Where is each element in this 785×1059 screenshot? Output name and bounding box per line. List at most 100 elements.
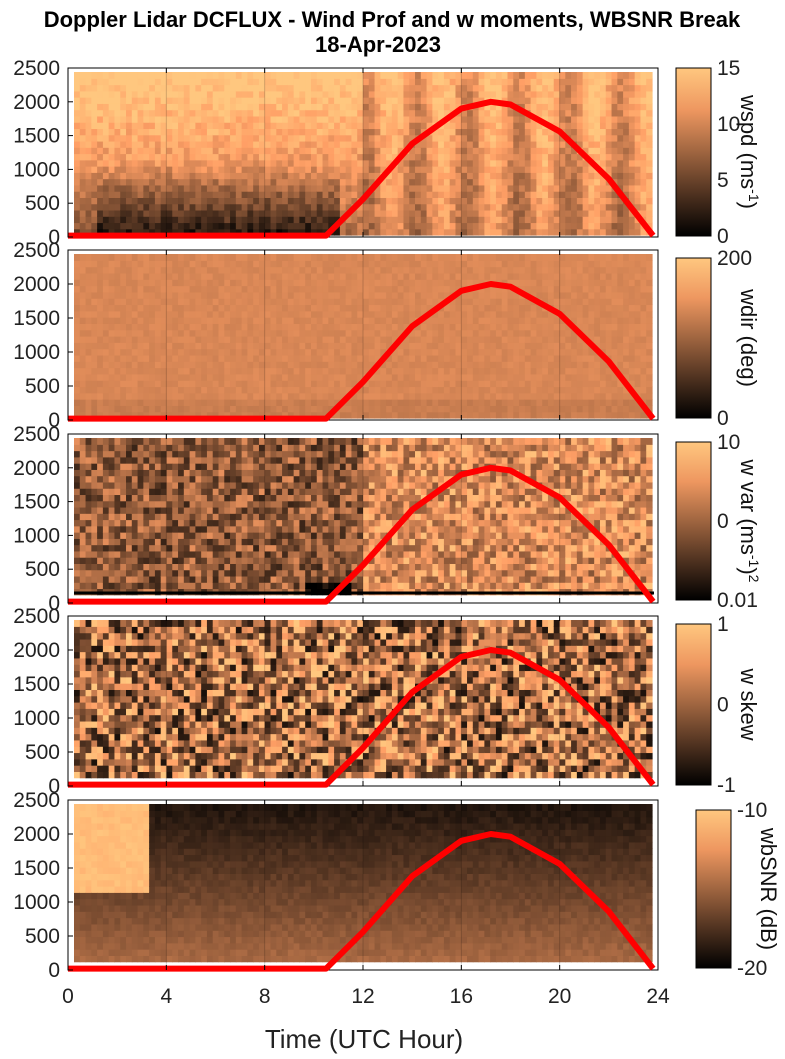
heatmap-cell — [310, 304, 318, 312]
heatmap-cell — [345, 399, 353, 406]
heatmap-cell — [576, 354, 584, 362]
heatmap-cell — [634, 184, 642, 192]
heatmap-cell — [501, 178, 509, 186]
heatmap-cell — [316, 203, 324, 211]
heatmap-cell — [120, 323, 127, 331]
heatmap-cell — [126, 310, 133, 318]
heatmap-cell — [386, 399, 393, 406]
heatmap-cell — [351, 197, 358, 205]
heatmap-cell — [149, 260, 156, 268]
heatmap-cell — [108, 354, 116, 362]
heatmap-cell — [513, 260, 520, 268]
heatmap-cell — [310, 172, 318, 180]
heatmap-cell — [363, 222, 370, 230]
heatmap-cell — [102, 386, 110, 394]
heatmap-cell — [79, 122, 87, 130]
heatmap-cell — [310, 209, 318, 217]
heatmap-cell — [212, 90, 220, 98]
heatmap-cell — [363, 90, 370, 98]
heatmap-cell — [91, 178, 98, 186]
heatmap-cell — [467, 354, 474, 362]
heatmap-cell — [230, 209, 237, 217]
heatmap-cell — [85, 209, 92, 217]
heatmap-cell — [403, 285, 410, 293]
heatmap-cell — [339, 72, 347, 79]
heatmap-cell — [432, 373, 439, 381]
heatmap-cell — [178, 209, 185, 217]
heatmap-cell — [374, 411, 381, 419]
heatmap-cell — [576, 191, 584, 198]
heatmap-cell — [108, 90, 116, 98]
heatmap-cell — [201, 178, 208, 186]
heatmap-cell — [368, 342, 376, 350]
heatmap-cell — [484, 266, 491, 274]
heatmap-cell — [183, 392, 191, 400]
heatmap-cell — [565, 367, 572, 375]
heatmap-cell — [201, 147, 208, 155]
heatmap-cell — [363, 279, 370, 287]
heatmap-cell — [524, 140, 532, 148]
heatmap-cell — [605, 184, 613, 192]
heatmap-cell — [126, 72, 133, 79]
heatmap-cell — [201, 329, 208, 337]
heatmap-cell — [438, 266, 445, 274]
heatmap-cell — [386, 323, 393, 331]
heatmap-cell — [542, 134, 549, 142]
heatmap-cell — [166, 329, 173, 337]
heatmap-cell — [305, 184, 312, 192]
heatmap-cell — [166, 84, 173, 92]
heatmap-cell — [432, 97, 439, 104]
heatmap-cell — [403, 291, 410, 299]
heatmap-cell — [409, 78, 416, 86]
heatmap-cell — [270, 254, 277, 261]
heatmap-cell — [85, 367, 92, 375]
heatmap-cell — [368, 90, 376, 98]
heatmap-cell — [235, 354, 243, 362]
heatmap-cell — [547, 392, 555, 400]
heatmap-cell — [270, 115, 277, 123]
heatmap-cell — [467, 254, 474, 261]
heatmap-cell — [154, 304, 162, 312]
heatmap-cell — [501, 166, 509, 173]
heatmap-cell — [183, 310, 191, 318]
heatmap-cell — [334, 266, 341, 274]
heatmap-cell — [357, 109, 364, 117]
heatmap-cell — [443, 386, 451, 394]
heatmap-cell — [143, 373, 150, 381]
heatmap-cell — [542, 399, 549, 406]
heatmap-cell — [206, 122, 214, 130]
heatmap-cell — [206, 380, 214, 388]
heatmap-cell — [108, 291, 116, 299]
heatmap-cell — [178, 122, 185, 130]
heatmap-cell — [501, 184, 509, 192]
heatmap-cell — [172, 329, 179, 337]
heatmap-cell — [120, 367, 127, 375]
heatmap-cell — [455, 166, 462, 173]
heatmap-cell — [97, 386, 104, 394]
heatmap-cell — [108, 298, 116, 306]
heatmap-cell — [363, 367, 370, 375]
heatmap-cell — [438, 373, 445, 381]
heatmap-cell — [386, 272, 393, 280]
heatmap-cell — [218, 184, 225, 192]
heatmap-cell — [305, 172, 312, 180]
heatmap-cell — [322, 159, 329, 167]
heatmap-cell — [195, 203, 202, 211]
heatmap-cell — [247, 78, 254, 86]
heatmap-cell — [588, 380, 595, 388]
heatmap-cell — [305, 254, 312, 261]
heatmap-cell — [403, 78, 410, 86]
heatmap-cell — [374, 354, 381, 362]
heatmap-cell — [571, 197, 578, 205]
heatmap-cell — [310, 166, 318, 173]
heatmap-cell — [322, 90, 329, 98]
heatmap-cell — [611, 153, 618, 161]
heatmap-cell — [102, 323, 110, 331]
heatmap-cell — [114, 254, 121, 261]
heatmap-cell — [415, 329, 422, 337]
heatmap-cell — [449, 222, 457, 230]
heatmap-cell — [206, 392, 214, 400]
heatmap-cell — [420, 197, 428, 205]
heatmap-cell — [611, 128, 618, 136]
heatmap-cell — [536, 197, 543, 205]
